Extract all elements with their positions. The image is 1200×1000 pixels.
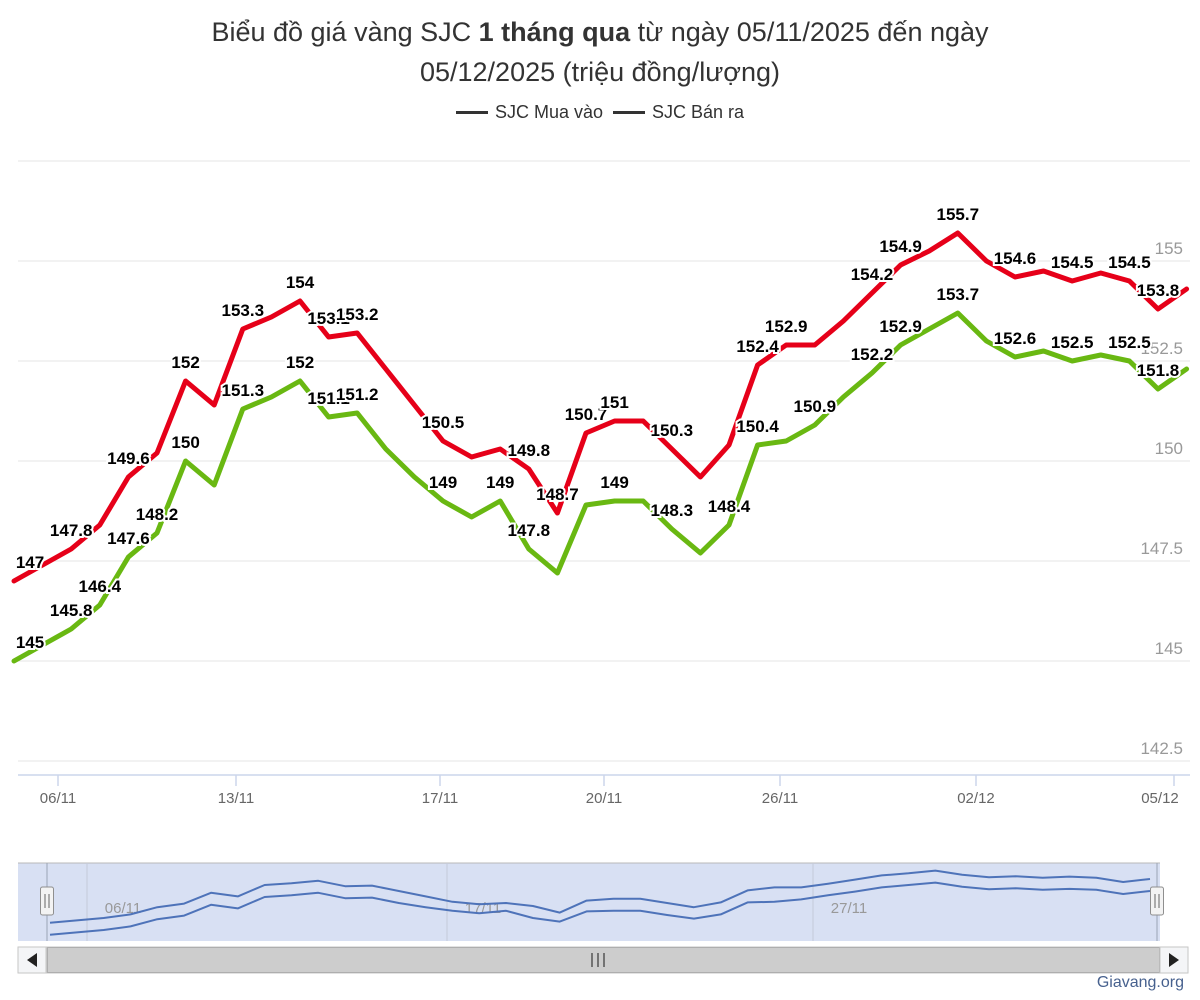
data-label: 151 [600, 393, 628, 412]
data-label: 150.7 [565, 405, 608, 424]
navigator-handle-right[interactable] [1150, 863, 1164, 941]
data-label: 154.2 [851, 265, 894, 284]
data-label: 154.5 [1108, 253, 1151, 272]
chart-title: Biểu đồ giá vàng SJC 1 tháng qua từ ngày… [0, 12, 1200, 92]
x-axis-label: 26/11 [762, 790, 798, 807]
data-label: 152 [286, 353, 314, 372]
y-axis-label: 142.5 [1140, 739, 1183, 758]
data-label: 152.9 [879, 317, 922, 336]
credits-link[interactable]: Giavang.org [1096, 974, 1184, 991]
x-axis-label: 17/11 [422, 790, 458, 807]
data-label: 152.2 [851, 345, 894, 364]
arrow-left-icon [27, 953, 37, 967]
data-label: 145.8 [50, 601, 93, 620]
data-label: 148.2 [136, 505, 179, 524]
data-label: 149 [600, 473, 628, 492]
legend-dash-icon [613, 111, 645, 114]
chart-title-line1: Biểu đồ giá vàng SJC 1 tháng qua từ ngày… [211, 17, 989, 47]
data-label: 154.5 [1051, 253, 1094, 272]
data-label: 151.1 [307, 389, 350, 408]
data-label: 153.7 [937, 285, 980, 304]
y-axis-label: 150 [1155, 439, 1183, 458]
x-axis-label: 06/11 [40, 790, 76, 807]
arrow-right-icon [1169, 953, 1179, 967]
data-label: 148.7 [536, 485, 579, 504]
data-label: 150.5 [422, 413, 465, 432]
scrollbar-left-button[interactable] [17, 946, 47, 974]
data-label: 147.8 [508, 521, 551, 540]
data-label: 149.6 [107, 449, 150, 468]
data-label: 153.1 [307, 309, 350, 328]
data-label: 151.3 [222, 381, 265, 400]
data-label: 155.7 [937, 205, 980, 224]
buy-price-line [11, 310, 1190, 664]
data-label: 145 [16, 633, 44, 652]
y-axis-label: 152.5 [1140, 339, 1183, 358]
legend-label: SJC Mua vào [494, 102, 603, 122]
y-axis-label: 147.5 [1140, 539, 1183, 558]
data-label: 150.3 [651, 421, 694, 440]
data-label: 147.6 [107, 529, 150, 548]
legend-label: SJC Bán ra [652, 102, 745, 122]
data-label: 147 [16, 553, 44, 572]
data-label: 152 [171, 353, 199, 372]
data-label: 148.3 [651, 501, 694, 520]
legend: SJC Mua vào SJC Bán ra [0, 102, 1200, 123]
navigator-axis-label: 27/11 [831, 900, 867, 917]
data-label: 154.9 [879, 237, 922, 256]
data-label: 154 [286, 273, 315, 292]
x-axis-label: 20/11 [586, 790, 622, 807]
scrollbar-right-button[interactable] [1159, 946, 1189, 974]
data-label: 154.6 [994, 249, 1037, 268]
legend-item-mua-vao[interactable]: SJC Mua vào [455, 102, 603, 123]
data-label: 150 [171, 433, 199, 452]
data-label: 146.4 [79, 577, 122, 596]
data-label: 149.8 [508, 441, 551, 460]
x-axis-label: 05/12 [1141, 790, 1179, 807]
navigator-handle-left[interactable] [40, 863, 54, 941]
y-axis-label: 145 [1155, 639, 1183, 658]
chart-title-line2: 05/12/2025 (triệu đồng/lượng) [419, 57, 781, 87]
data-label: 152.5 [1051, 333, 1094, 352]
data-label: 152.6 [994, 329, 1037, 348]
data-label: 153.8 [1137, 281, 1180, 300]
data-label: 151.2 [336, 385, 379, 404]
data-label: 152.5 [1108, 333, 1151, 352]
data-label: 148.4 [708, 497, 751, 516]
data-label: 151.8 [1137, 361, 1180, 380]
data-label: 147.8 [50, 521, 93, 540]
x-axis-label: 02/12 [957, 790, 995, 807]
handle-box[interactable] [40, 886, 54, 916]
data-label: 153.2 [336, 305, 379, 324]
navigator-buy-line [49, 881, 1151, 936]
legend-dash-icon [455, 111, 488, 114]
data-label: 149 [486, 473, 514, 492]
data-label: 152.9 [765, 317, 808, 336]
sell-price-line [11, 230, 1190, 584]
handle-box[interactable] [1150, 886, 1164, 916]
navigator-axis-label: 06/11 [105, 900, 141, 917]
data-label: 150.4 [736, 417, 779, 436]
data-label: 149 [429, 473, 457, 492]
data-label: 152.4 [736, 337, 779, 356]
y-axis-label: 155 [1155, 239, 1183, 258]
navigator-sell-line [49, 869, 1151, 924]
legend-item-ban-ra[interactable]: SJC Bán ra [613, 102, 744, 123]
data-label: 150.9 [794, 397, 837, 416]
data-label: 153.3 [222, 301, 265, 320]
x-axis-label: 13/11 [218, 790, 254, 807]
